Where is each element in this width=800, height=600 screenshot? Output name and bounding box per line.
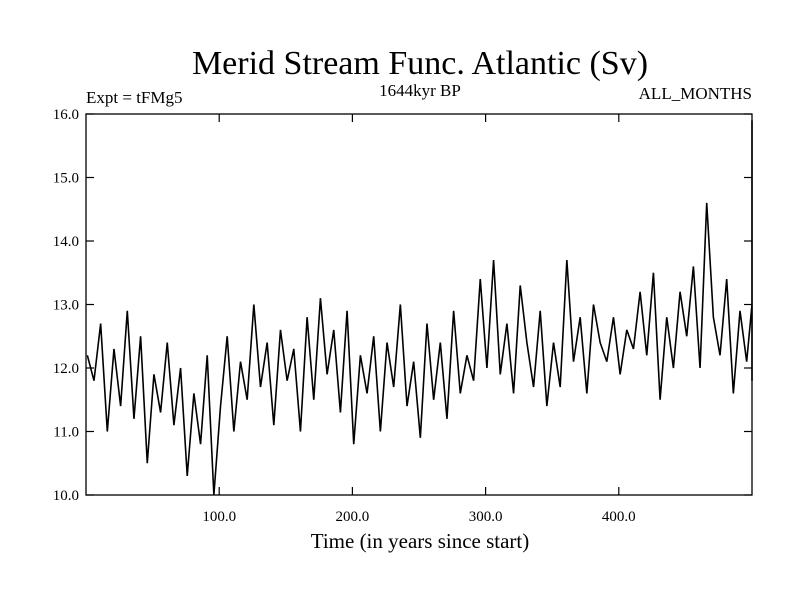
y-tick-label: 13.0: [53, 298, 79, 314]
x-tick-label: 400.0: [602, 509, 636, 525]
x-tick-label: 200.0: [336, 509, 370, 525]
plot-frame: [85, 113, 753, 496]
series-line: [86, 120, 753, 496]
axis-layer: 10.0 11.0 12.0 13.0 14.0 15.0 16.0 100.0 200.0 30…: [53, 107, 752, 525]
chart-title: Merid Stream Func. Atlantic (Sv): [192, 45, 648, 82]
y-tick-label: 14.0: [53, 234, 79, 250]
experiment-label: Expt = tFMg5: [86, 88, 183, 107]
y-tick-label: 10.0: [53, 488, 79, 504]
x-tick-label: 300.0: [469, 509, 503, 525]
y-tick-label: 15.0: [53, 171, 79, 187]
y-tick-label: 11.0: [53, 425, 79, 441]
x-tick-label: 100.0: [202, 509, 236, 525]
series-layer: [86, 120, 753, 496]
y-tick-label: 16.0: [53, 107, 79, 123]
epoch-label: 1644kyr BP: [379, 81, 461, 100]
x-axis-label: Time (in years since start): [311, 529, 530, 553]
y-tick-label: 12.0: [53, 361, 79, 377]
months-label: ALL_MONTHS: [639, 84, 752, 103]
